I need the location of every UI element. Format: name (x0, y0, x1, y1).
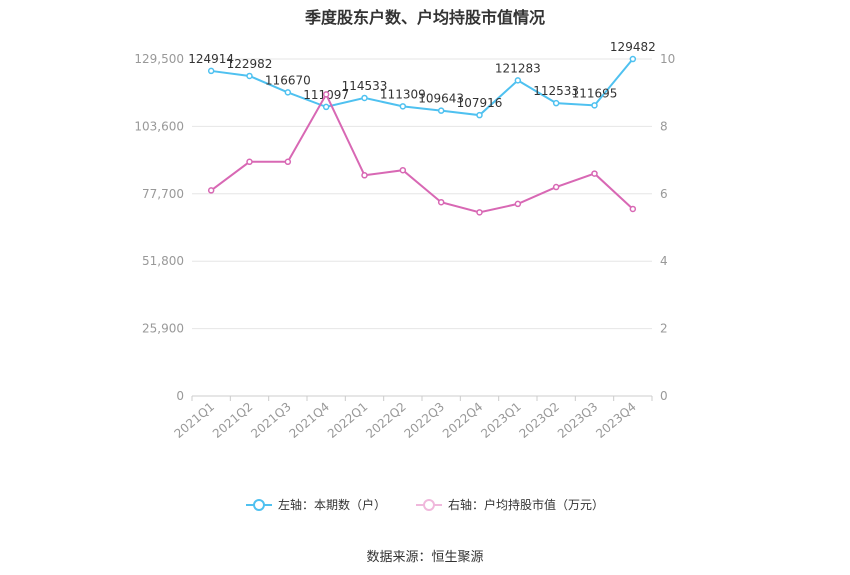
legend-label-left: 左轴：本期数（户） (277, 498, 386, 512)
left-tick-label: 129,500 (134, 52, 184, 66)
data-point-right (437, 198, 445, 206)
legend-marker-left-icon (245, 498, 272, 511)
data-label: 124914 (188, 52, 234, 66)
data-point-left (322, 103, 330, 111)
right-tick-label: 8 (660, 119, 668, 133)
x-tick-label: 2021Q4 (287, 400, 332, 441)
data-point-right (591, 170, 598, 177)
data-point-right (476, 209, 483, 216)
left-tick-label: 0 (176, 389, 184, 403)
x-tick-label: 2022Q2 (363, 400, 408, 441)
data-point-left (361, 94, 368, 102)
right-tick-label: 0 (660, 389, 668, 403)
data-label: 107916 (457, 96, 503, 110)
data-label: 109643 (418, 92, 464, 106)
data-point-right (207, 187, 215, 194)
data-point-right (246, 158, 253, 166)
right-tick-label: 2 (660, 322, 668, 336)
data-label: 121283 (495, 61, 541, 75)
data-point-left (437, 107, 445, 114)
left-tick-label: 25,900 (142, 322, 184, 336)
data-point-left (476, 111, 483, 119)
x-tick-label: 2023Q4 (593, 400, 638, 441)
left-tick-label: 103,600 (134, 119, 184, 133)
series-line-right (210, 92, 634, 214)
x-tick-label: 2023Q3 (555, 400, 600, 441)
data-point-right (284, 158, 292, 166)
right-tick-label: 6 (660, 187, 668, 201)
data-label: 112533 (533, 84, 579, 98)
data-point-left (591, 102, 598, 109)
left-tick-label: 77,700 (142, 187, 184, 201)
data-label: 111309 (380, 87, 426, 101)
x-tick-label: 2021Q3 (248, 400, 293, 441)
chart-svg: 0 25,900 51,800 77,700 103,600 129,500 0 2 4 6 8 10… (134, 40, 675, 441)
x-tick-label: 2022Q3 (402, 400, 447, 441)
x-tick-label: 2022Q4 (440, 400, 485, 441)
data-point-right (361, 172, 368, 179)
legend-marker-right-icon (416, 498, 442, 511)
legend-item-right[interactable]: 右轴：户均持股市值（万元） (416, 496, 604, 513)
right-tick-label: 4 (660, 254, 668, 268)
data-point-right (552, 183, 560, 191)
right-tick-label: 10 (660, 52, 675, 66)
data-source: 数据来源：恒生聚源 (366, 550, 484, 565)
legend: 左轴：本期数（户） 右轴：户均持股市值（万元） (0, 496, 850, 513)
data-point-right (629, 205, 637, 213)
data-point-left (246, 72, 253, 80)
x-tick-label: 2023Q2 (517, 400, 562, 441)
legend-item-left[interactable]: 左轴：本期数（户） (245, 496, 386, 513)
data-label: 111695 (572, 86, 618, 100)
data-point-left (629, 55, 637, 63)
left-tick-label: 51,800 (142, 254, 184, 268)
x-tick-label: 2023Q1 (478, 400, 523, 441)
data-point-right (399, 166, 407, 174)
data-label: 114533 (342, 79, 388, 93)
x-tick-label: 2021Q2 (210, 400, 255, 441)
x-tick-label: 2021Q1 (172, 400, 217, 441)
data-point-left (207, 67, 215, 75)
data-point-right (514, 200, 522, 208)
data-label: 129482 (610, 40, 656, 54)
series-line-left (211, 58, 634, 117)
data-point-left (552, 99, 560, 107)
data-point-left (514, 77, 522, 84)
data-label: 122982 (227, 57, 273, 71)
x-tick-label: 2022Q1 (325, 400, 370, 441)
data-point-right (322, 91, 330, 98)
legend-label-right: 右轴：户均持股市值（万元） (448, 498, 605, 512)
data-label: 116670 (265, 73, 311, 87)
chart-title: 季度股东户数、户均持股市值情况 (304, 8, 545, 27)
data-point-left (284, 89, 292, 96)
data-point-left (399, 103, 407, 110)
